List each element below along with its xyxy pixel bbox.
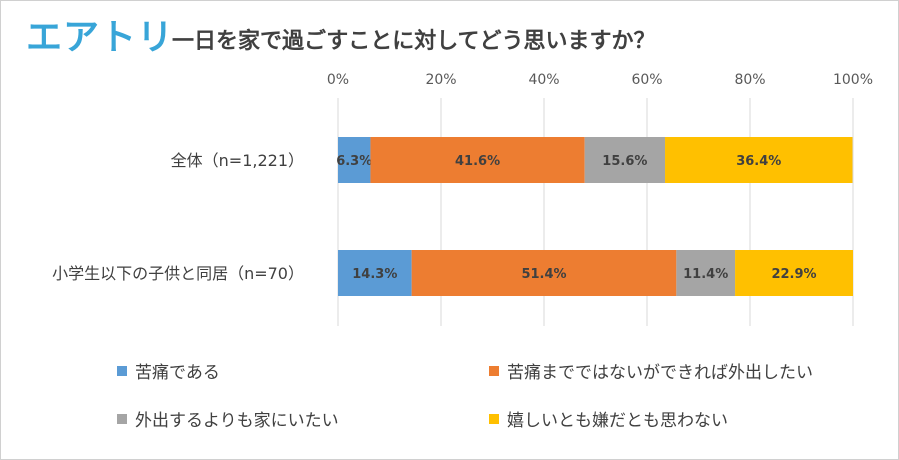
bar-segment [735,250,853,296]
category-label: 全体（n=1,221） [171,151,304,170]
bar-segment [338,250,412,296]
bar-segment [584,137,666,183]
data-label: 11.4% [683,267,728,282]
data-label: 51.4% [521,267,566,282]
category-label: 小学生以下の子供と同居（n=70） [52,264,304,283]
x-tick-label: 40% [528,72,559,88]
logo: エアトリ [26,17,175,58]
legend-swatch [489,413,499,424]
data-label: 41.6% [455,154,500,169]
x-tick-label: 60% [631,72,662,88]
bar-segment [370,137,585,183]
x-tick-label: 20% [425,72,456,88]
legend-item-prefer-home: 外出するよりも家にいたい [117,406,339,431]
data-label: 6.3% [336,154,372,169]
legend-label: 苦痛である [135,363,220,383]
legend-swatch [489,365,499,376]
data-label: 15.6% [602,154,647,169]
x-tick-label: 0% [327,72,349,88]
bar-segment [338,137,371,183]
bar-segment [411,250,677,296]
bar-segment [665,137,853,183]
legend-swatch [117,413,127,424]
legend-item-neutral: 嬉しいとも嫌だとも思わない [489,406,728,431]
legend-item-suffering: 苦痛である [117,358,220,383]
legend-item-want-to-go-out: 苦痛までではないができれば外出したい [489,358,813,383]
legend-label: 苦痛までではないができれば外出したい [507,363,813,383]
data-label: 22.9% [771,267,816,282]
legend-swatch [117,365,127,376]
legend-label: 嬉しいとも嫌だとも思わない [507,411,728,431]
data-label: 14.3% [352,267,397,282]
data-label: 36.4% [736,154,781,169]
bar-segment [676,250,736,296]
chart-title: 一日を家で過ごすことに対してどう思いますか？ [172,29,656,54]
legend-label: 外出するよりも家にいたい [135,411,339,431]
x-tick-label: 80% [734,72,765,88]
x-tick-label: 100% [833,72,873,88]
